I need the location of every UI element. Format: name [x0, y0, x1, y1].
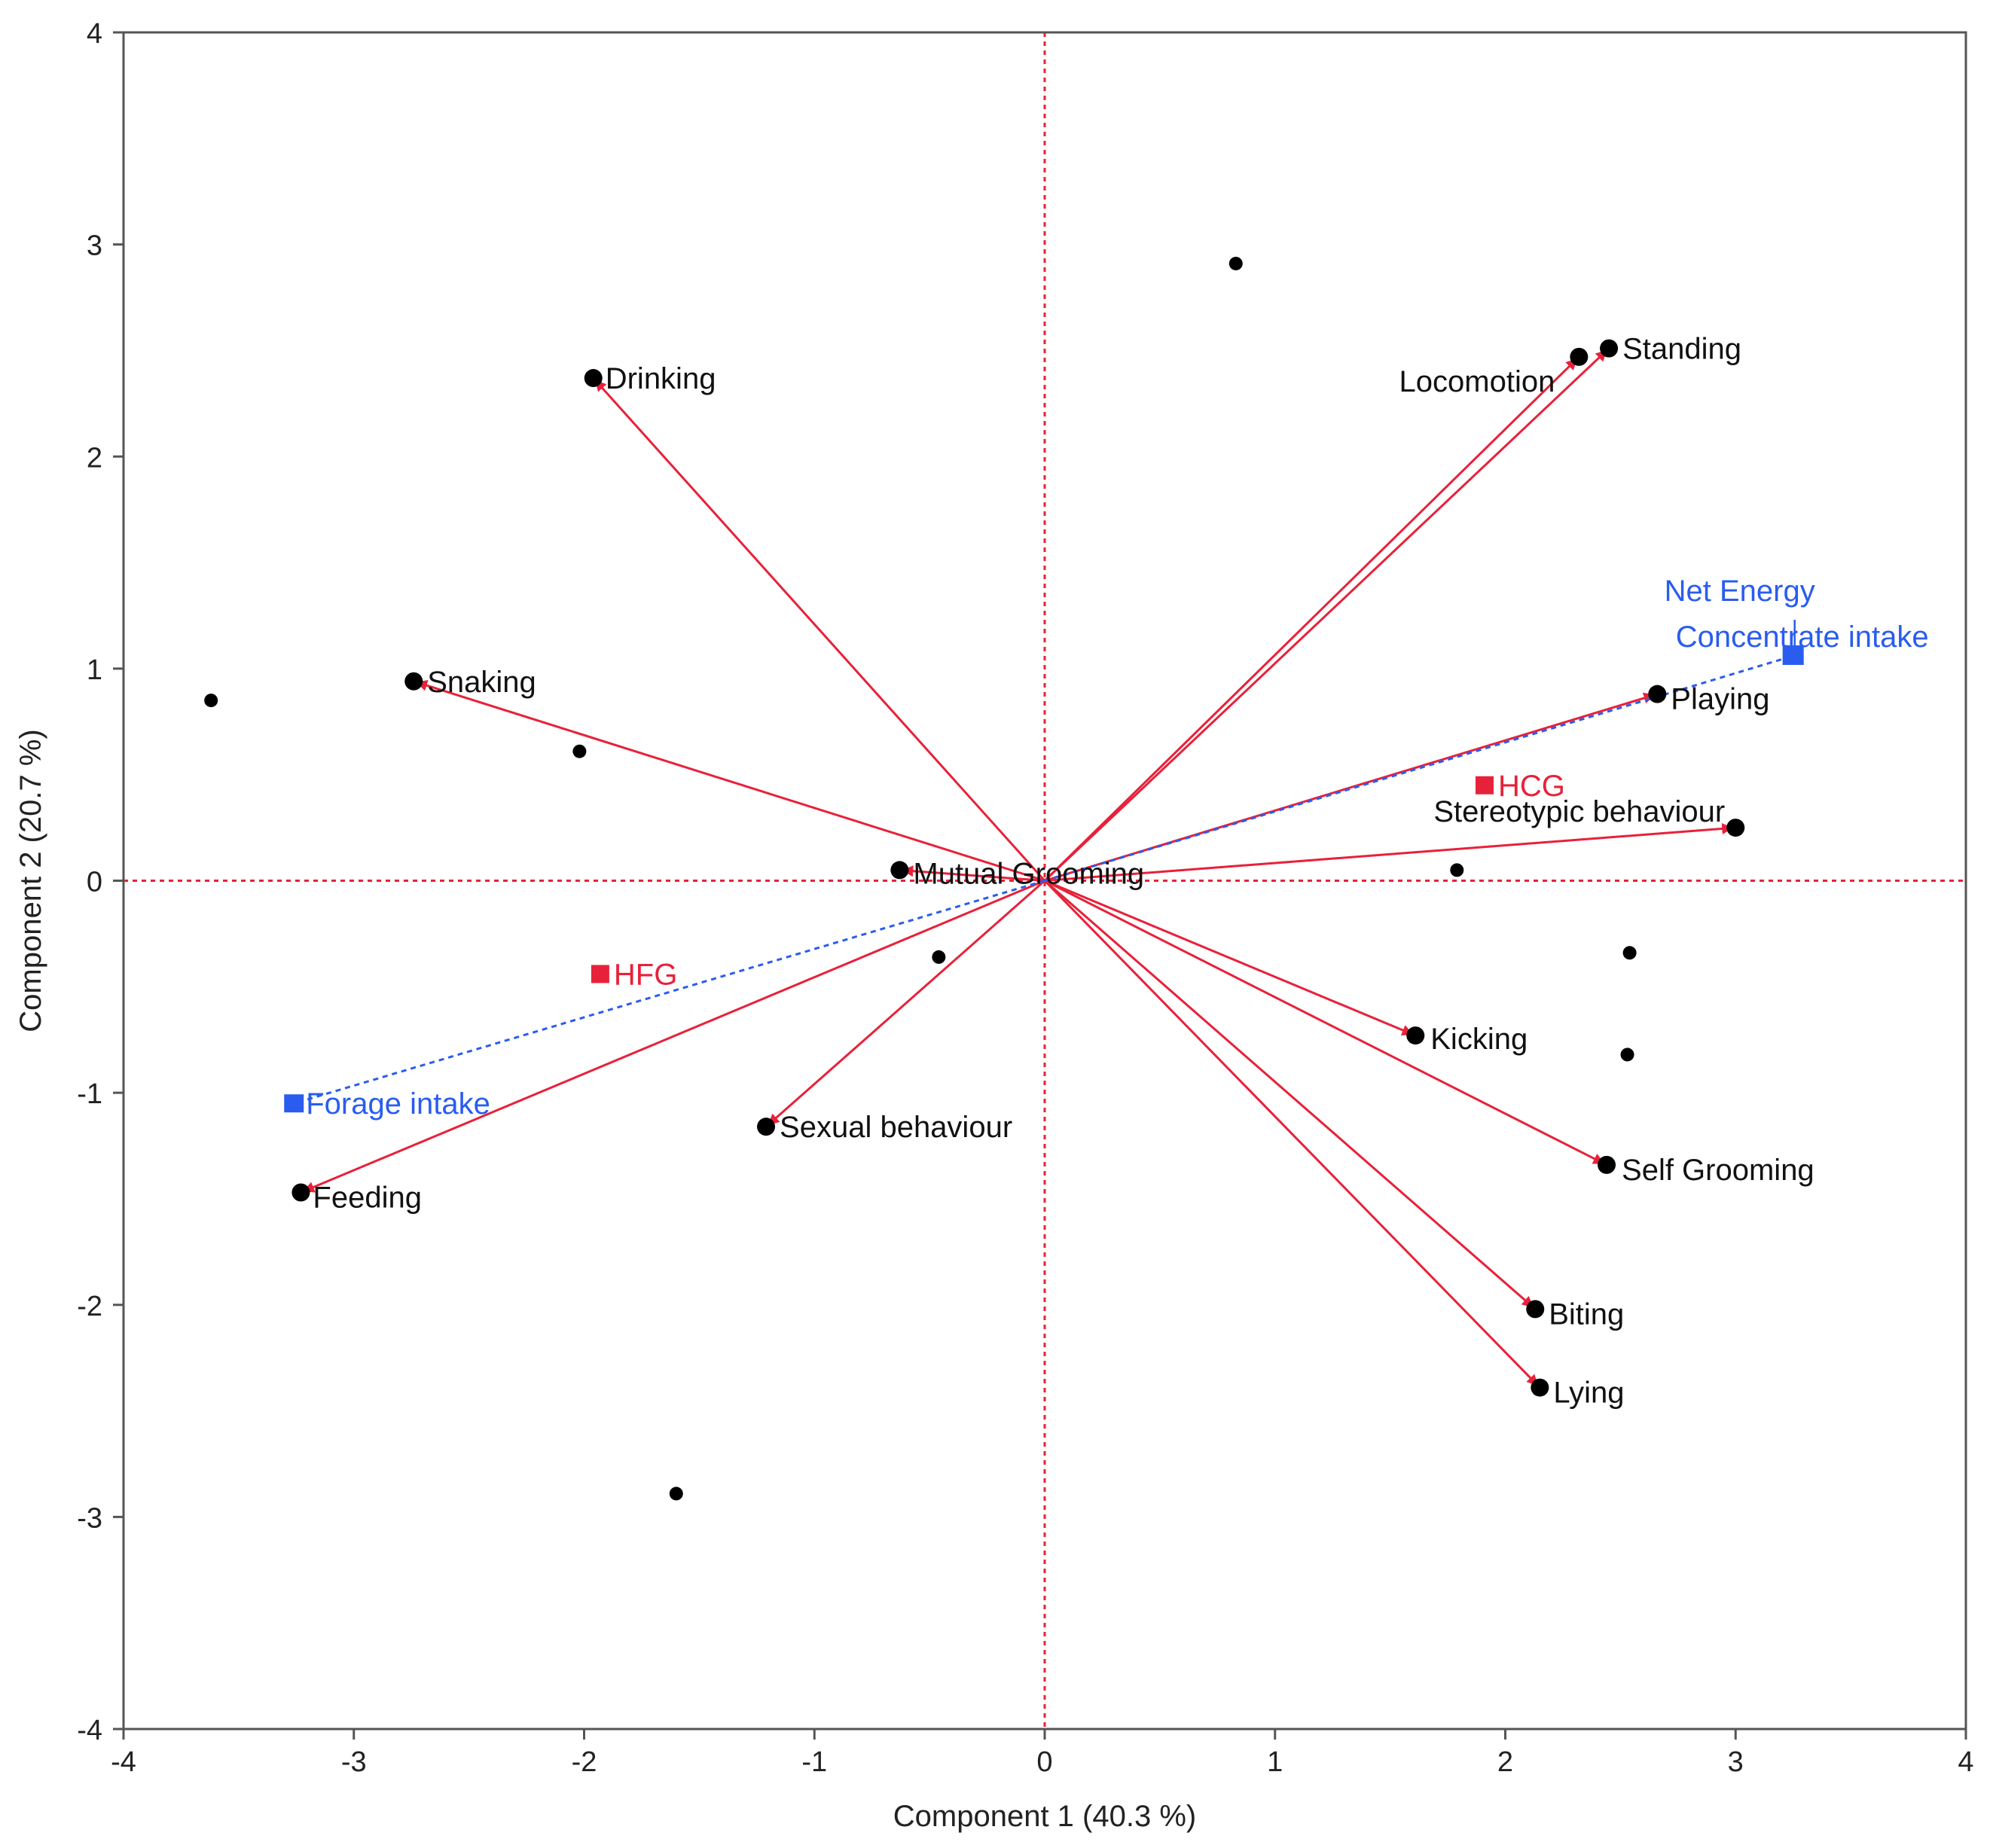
loading-endpoint-marker — [1526, 1300, 1545, 1319]
y-axis-title: Component 2 (20.7 %) — [14, 729, 47, 1032]
x-tick-label: -3 — [341, 1746, 367, 1778]
loading-label: Kicking — [1430, 1023, 1528, 1056]
loading-endpoint-marker — [1648, 685, 1667, 703]
y-tick-label: 0 — [87, 867, 102, 898]
loading-endpoint-marker — [404, 672, 423, 691]
loading-label: Lying — [1553, 1377, 1624, 1410]
loading-label: Locomotion — [1399, 365, 1555, 398]
loading-arrow — [1043, 880, 1539, 1386]
y-tick-label: 1 — [87, 654, 102, 686]
supplementary-marker — [284, 1094, 304, 1113]
loading-label: Stereotypic behaviour — [1433, 795, 1725, 828]
y-tick-label: -3 — [77, 1502, 102, 1534]
observation-point — [669, 1487, 683, 1501]
x-tick-label: 1 — [1267, 1746, 1283, 1778]
loading-arrow — [1044, 822, 1734, 882]
loading-arrow — [303, 880, 1045, 1193]
observation-point — [1450, 863, 1464, 877]
group-marker — [1475, 776, 1494, 794]
loading-label: Standing — [1622, 333, 1741, 366]
observation-point — [932, 950, 946, 964]
x-tick-label: 0 — [1036, 1746, 1052, 1778]
loading-endpoint-marker — [1726, 819, 1745, 837]
loading-endpoint-marker — [1570, 347, 1589, 366]
observation-point — [572, 744, 587, 758]
loading-arrow — [768, 880, 1045, 1126]
observation-point — [1622, 946, 1637, 960]
group-label: HCG — [1498, 770, 1565, 803]
x-tick-label: -4 — [111, 1746, 136, 1778]
loading-label: Snaking — [427, 666, 536, 699]
loading-label: Mutual Grooming — [913, 857, 1144, 890]
loading-arrow — [1044, 880, 1534, 1308]
group-marker — [591, 965, 609, 983]
loading-endpoint-marker — [757, 1118, 776, 1136]
loading-arrow — [416, 680, 1045, 882]
observation-point — [204, 694, 218, 708]
x-tick-label: -1 — [801, 1746, 827, 1778]
supplementary-marker — [1782, 645, 1804, 665]
loading-endpoint-marker — [890, 861, 909, 880]
observation-point — [1620, 1048, 1634, 1062]
loading-arrow — [1044, 880, 1414, 1036]
y-tick-label: 3 — [87, 230, 102, 262]
supplementary-label: Net Energy — [1665, 575, 1815, 608]
x-tick-label: -2 — [572, 1746, 597, 1778]
loading-endpoint-marker — [1598, 1155, 1616, 1174]
loading-label: Drinking — [606, 362, 716, 395]
loading-label: Sexual behaviour — [780, 1111, 1012, 1144]
y-tick-label: -2 — [77, 1291, 102, 1322]
observation-point — [1228, 256, 1243, 270]
supplementary-vector — [293, 880, 1045, 1105]
loading-arrow — [1044, 880, 1605, 1164]
loading-label: Self Grooming — [1622, 1154, 1814, 1187]
x-axis-title: Component 1 (40.3 %) — [893, 1800, 1196, 1833]
x-tick-label: 2 — [1497, 1746, 1513, 1778]
supplementary-vector — [1044, 654, 1794, 882]
loading-label: Biting — [1549, 1298, 1624, 1331]
supplementary-label: Forage intake — [306, 1087, 490, 1121]
y-tick-label: 2 — [87, 442, 102, 474]
y-tick-label: -4 — [77, 1715, 102, 1746]
loading-arrow — [902, 865, 1045, 882]
supplementary-label: Concentrate intake — [1676, 621, 1929, 654]
group-label: HFG — [614, 958, 677, 991]
loading-label: Feeding — [313, 1181, 422, 1214]
y-tick-label: 4 — [87, 18, 102, 50]
y-tick-label: -1 — [77, 1078, 102, 1110]
loading-arrow — [1043, 349, 1607, 882]
x-tick-label: 3 — [1728, 1746, 1744, 1778]
loading-endpoint-marker — [1600, 339, 1619, 358]
loading-label: Playing — [1671, 683, 1769, 716]
loading-endpoint-marker — [1531, 1378, 1549, 1397]
loading-endpoint-marker — [291, 1183, 310, 1202]
x-tick-label: 4 — [1958, 1746, 1973, 1778]
loading-arrow — [1043, 358, 1578, 882]
loading-endpoint-marker — [1406, 1026, 1425, 1045]
loading-arrow — [594, 380, 1046, 882]
loading-endpoint-marker — [584, 369, 603, 388]
loading-arrow — [1044, 692, 1656, 882]
